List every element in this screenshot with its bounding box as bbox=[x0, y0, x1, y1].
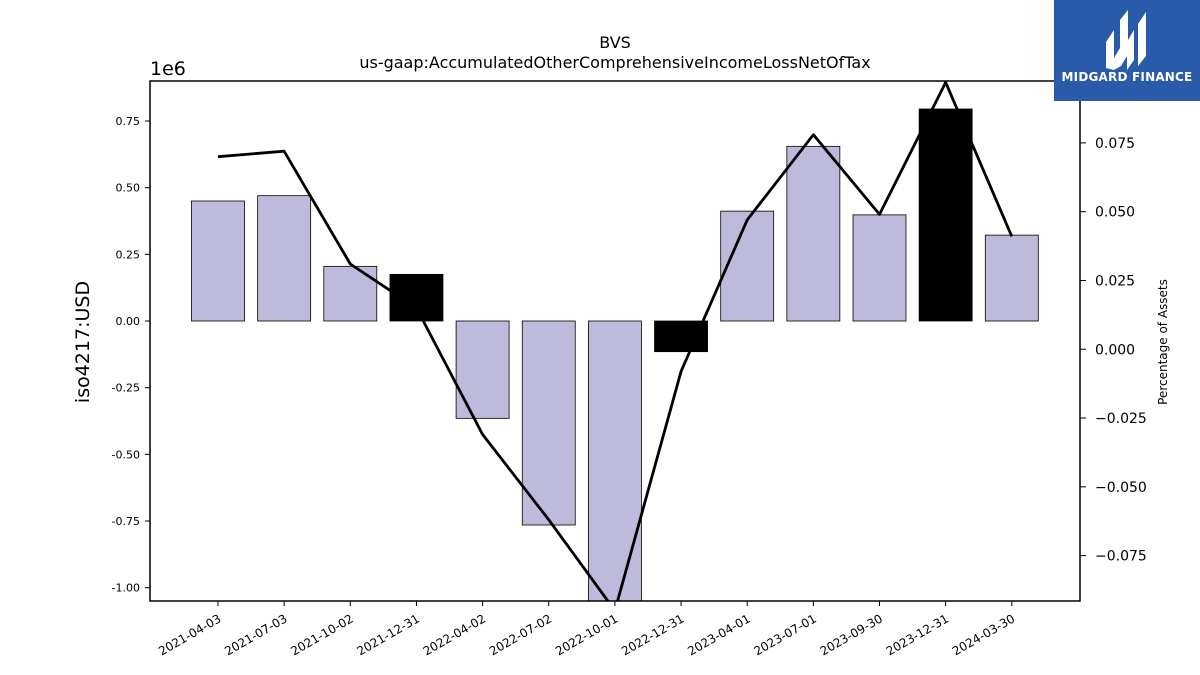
y2-tick-label: −0.050 bbox=[1095, 480, 1147, 496]
bars bbox=[191, 108, 1039, 601]
bar-2023-09-30 bbox=[852, 214, 907, 322]
bar-2022-12-31 bbox=[654, 320, 708, 353]
chart-subtitle: us-gaap:AccumulatedOtherComprehensiveInc… bbox=[359, 53, 870, 72]
y-tick-label: -0.25 bbox=[112, 382, 140, 395]
y-axis-label: iso4217:USD bbox=[72, 281, 94, 403]
y2-tick-label: 0.025 bbox=[1095, 273, 1135, 289]
y-tick-label: -0.75 bbox=[112, 515, 140, 528]
x-tick-label: 2021-04-03 bbox=[156, 611, 223, 658]
x-tick-label: 2021-07-03 bbox=[222, 611, 289, 658]
y-axis-multiplier: 1e6 bbox=[150, 58, 186, 80]
bar-2022-04-02 bbox=[455, 320, 510, 419]
chart-title: BVS bbox=[599, 33, 631, 52]
bar-2024-03-30 bbox=[984, 234, 1039, 322]
x-tick-label: 2024-03-30 bbox=[950, 611, 1017, 658]
x-tick-label: 2023-12-31 bbox=[884, 611, 951, 658]
x-tick-label: 2021-10-02 bbox=[288, 611, 355, 658]
line-layer bbox=[217, 81, 1014, 601]
brand-logo: MIDGARD FINANCE bbox=[1054, 0, 1200, 101]
x-tick-label: 2022-10-01 bbox=[553, 611, 620, 658]
y2-tick-label: 0.050 bbox=[1095, 205, 1135, 221]
bar-2023-07-01 bbox=[786, 145, 841, 322]
series-line-percentage-of-assets bbox=[217, 81, 1014, 601]
x-tick-label: 2023-09-30 bbox=[818, 611, 885, 658]
x-tick-label: 2022-12-31 bbox=[619, 611, 686, 658]
y2-tick-label: −0.025 bbox=[1095, 411, 1147, 427]
x-tick-label: 2023-04-01 bbox=[685, 611, 752, 658]
bar-2021-10-02 bbox=[323, 265, 378, 322]
y-tick-label: 0.25 bbox=[116, 248, 141, 261]
logo-text: MIDGARD FINANCE bbox=[1061, 70, 1193, 84]
bar-2021-04-03 bbox=[191, 200, 245, 322]
y2-tick-label: 0.000 bbox=[1095, 342, 1135, 358]
x-tick-label: 2022-07-02 bbox=[487, 611, 554, 658]
y-tick-label: 0.50 bbox=[116, 182, 141, 195]
x-tick-label: 2023-07-01 bbox=[751, 611, 818, 658]
x-tick-label: 2021-12-31 bbox=[355, 611, 422, 658]
bar-2021-07-03 bbox=[257, 195, 312, 322]
y-tick-label: 0.00 bbox=[116, 315, 141, 328]
y2-tick-label: 0.075 bbox=[1095, 136, 1135, 152]
x-tick-label: 2022-04-02 bbox=[421, 611, 488, 658]
y2-axis-label: Percentage of Assets bbox=[1156, 279, 1170, 405]
y-tick-label: -0.50 bbox=[112, 448, 140, 461]
y2-tick-label: −0.075 bbox=[1095, 549, 1147, 565]
y-tick-label: -1.00 bbox=[112, 582, 140, 595]
y-tick-label: 0.75 bbox=[116, 115, 141, 128]
bar-2021-12-31 bbox=[389, 273, 444, 322]
bar-2023-12-31 bbox=[918, 108, 973, 322]
bar-2022-10-01 bbox=[588, 320, 642, 601]
bar-2022-07-02 bbox=[521, 320, 576, 526]
midgard-m-icon bbox=[1106, 10, 1146, 70]
bar-2023-04-01 bbox=[720, 210, 775, 322]
